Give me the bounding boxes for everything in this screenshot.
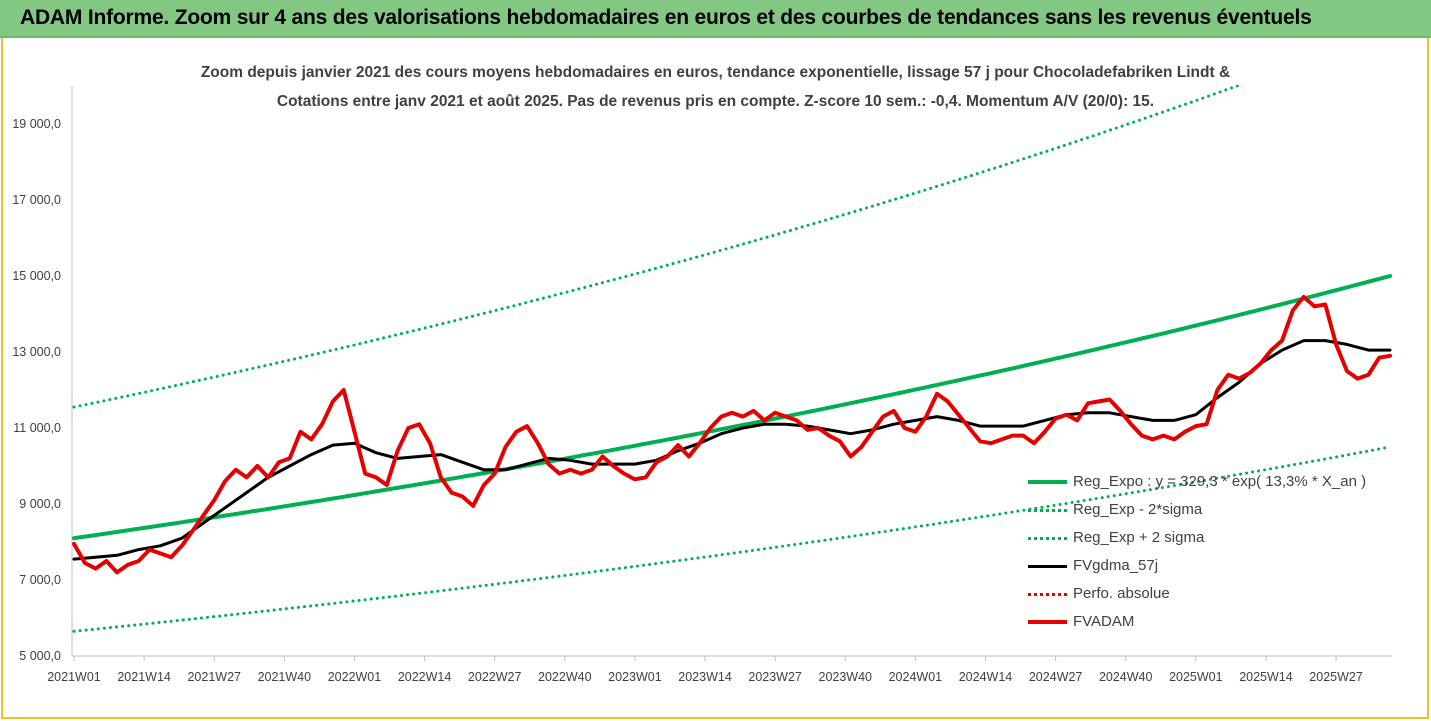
legend-swatch (1028, 564, 1067, 568)
chart-title-line-2: Cotations entre janv 2021 et août 2025. … (276, 93, 1155, 110)
x-tick-label: 2024W40 (1099, 670, 1153, 684)
y-tick-label: 11 000,0 (13, 421, 61, 435)
x-tick-label: 2024W27 (1029, 670, 1083, 684)
legend-label: Reg_Exp + 2 sigma (1073, 529, 1205, 546)
y-tick-label: 15 000,0 (12, 269, 61, 283)
x-tick-label: 2023W14 (678, 670, 732, 684)
x-tick-label: 2023W27 (748, 670, 802, 684)
y-tick-label: 17 000,0 (12, 193, 61, 207)
legend-label: FVADAM (1073, 613, 1135, 630)
chart-title-line-1: Zoom depuis janvier 2021 des cours moyen… (200, 64, 1231, 81)
legend-label: Reg_Exp - 2*sigma (1073, 501, 1203, 518)
legend-label: Reg_Expo : y = 329,3 * exp( 13,3% * X_an… (1073, 473, 1367, 490)
x-tick-label: 2021W14 (117, 670, 171, 684)
x-tick-label: 2021W27 (187, 670, 241, 684)
y-tick-label: 5 000,0 (19, 649, 61, 663)
x-tick-label: 2021W40 (258, 670, 312, 684)
reg-expo-line (72, 274, 1392, 541)
legend-label: Perfo. absolue (1073, 585, 1170, 602)
y-tick-label: 7 000,0 (19, 573, 61, 587)
x-tick-label: 2023W40 (819, 670, 873, 684)
chart-title: Zoom depuis janvier 2021 des cours moyen… (0, 58, 1431, 116)
chart-frame (1, 38, 1429, 719)
banner-title: ADAM Informe. Zoom sur 4 ans des valoris… (20, 6, 1312, 29)
legend-swatch (1028, 592, 1067, 596)
legend-swatch (1028, 508, 1067, 512)
legend-swatch (1028, 536, 1067, 540)
x-tick-label: 2025W01 (1169, 670, 1223, 684)
x-tick-label: 2022W01 (328, 670, 382, 684)
y-tick-label: 13 000,0 (12, 345, 61, 359)
x-tick-label: 2025W27 (1309, 670, 1363, 684)
x-tick-label: 2023W01 (608, 670, 662, 684)
reg-exp-minus-2sigma-line (72, 445, 1392, 633)
legend-label: FVgdma_57j (1073, 557, 1159, 574)
y-tick-label: 9 000,0 (19, 497, 61, 511)
reg-exp-plus-2sigma-line (72, 85, 1245, 409)
legend-swatch (1028, 480, 1067, 484)
fvadam-line (72, 294, 1392, 575)
plot-series-group (72, 85, 1392, 633)
legend-swatch (1028, 620, 1067, 624)
y-tick-label: 19 000,0 (12, 117, 61, 131)
x-tick-label: 2022W27 (468, 670, 522, 684)
x-tick-label: 2024W01 (889, 670, 943, 684)
x-tick-label: 2022W40 (538, 670, 592, 684)
fvgdma-57j-line (72, 339, 1392, 561)
x-tick-label: 2025W14 (1239, 670, 1293, 684)
x-tick-label: 2021W01 (47, 670, 101, 684)
report-banner: ADAM Informe. Zoom sur 4 ans des valoris… (0, 0, 1431, 38)
x-tick-label: 2024W14 (959, 670, 1013, 684)
x-tick-label: 2022W14 (398, 670, 452, 684)
